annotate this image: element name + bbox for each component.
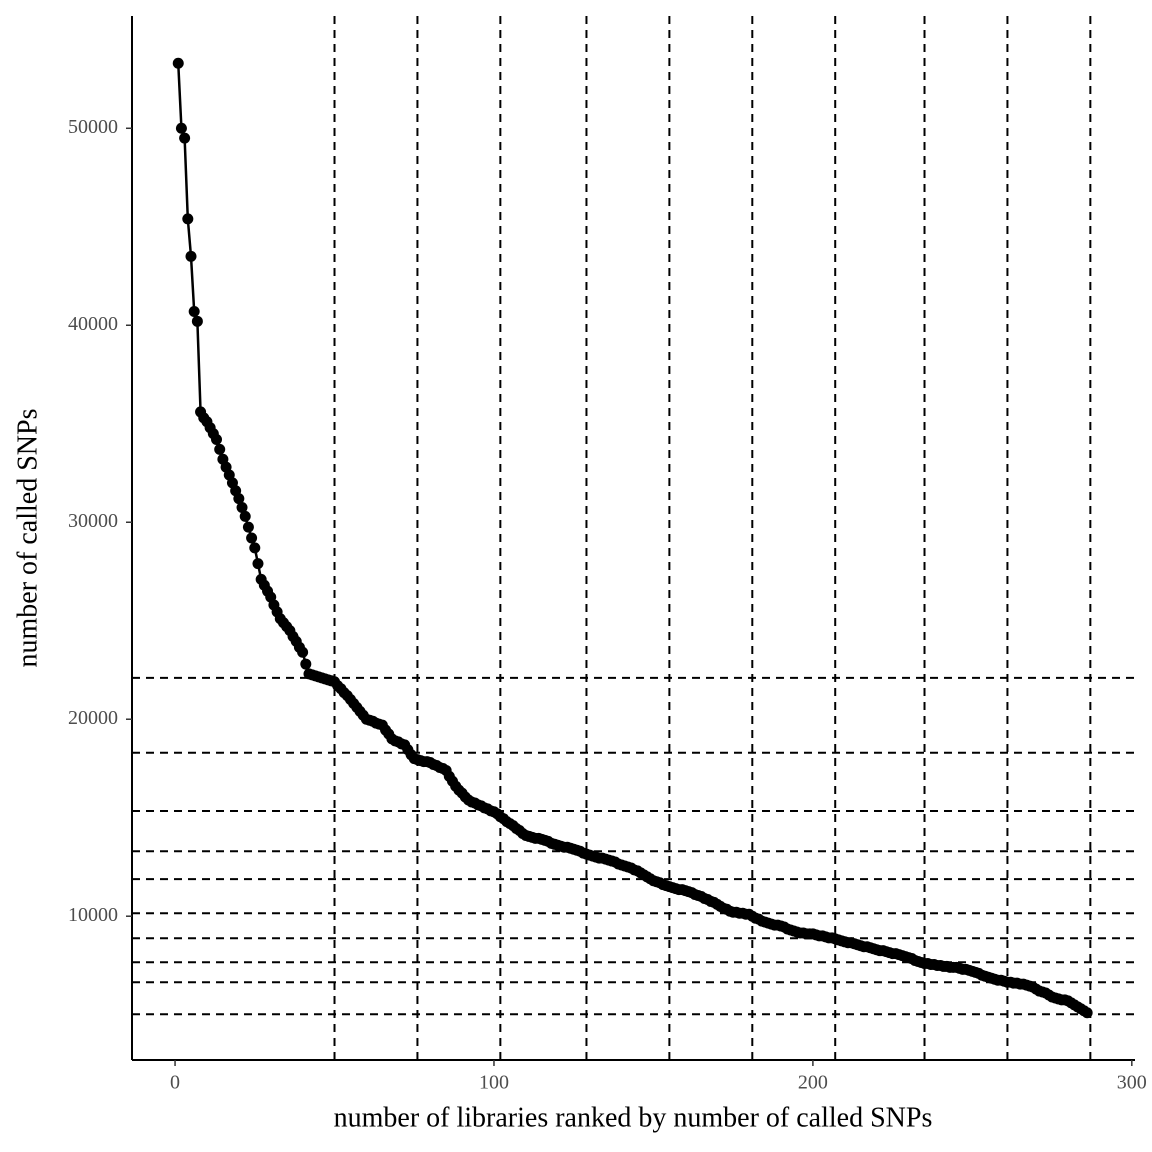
data-point — [188, 305, 200, 317]
x-tick-label: 200 — [798, 1072, 828, 1094]
data-point — [185, 250, 197, 262]
data-point — [236, 501, 248, 513]
x-tick-label: 0 — [170, 1072, 180, 1094]
data-point — [191, 315, 203, 327]
data-point — [242, 521, 254, 533]
y-tick-label: 30000 — [68, 510, 118, 532]
y-tick-label: 40000 — [68, 313, 118, 335]
data-point — [239, 510, 251, 522]
x-tick-label: 100 — [479, 1072, 509, 1094]
data-point — [249, 542, 261, 554]
data-point — [246, 532, 258, 544]
data-point — [214, 443, 226, 455]
data-point — [252, 558, 264, 570]
y-tick-label: 10000 — [68, 904, 118, 926]
data-point — [179, 132, 191, 144]
data-point — [182, 213, 194, 225]
data-point — [172, 57, 184, 69]
x-tick-label: 300 — [1117, 1072, 1147, 1094]
x-axis-title: number of libraries ranked by number of … — [334, 1102, 933, 1133]
data-point — [233, 493, 245, 505]
y-axis-title: number of called SNPs — [12, 409, 43, 668]
data-point — [211, 434, 223, 446]
y-tick-label: 50000 — [68, 116, 118, 138]
data-point — [175, 122, 187, 134]
data-point — [1081, 1007, 1093, 1019]
data-point — [297, 646, 309, 658]
y-tick-label: 20000 — [68, 707, 118, 729]
data-point — [300, 658, 312, 670]
